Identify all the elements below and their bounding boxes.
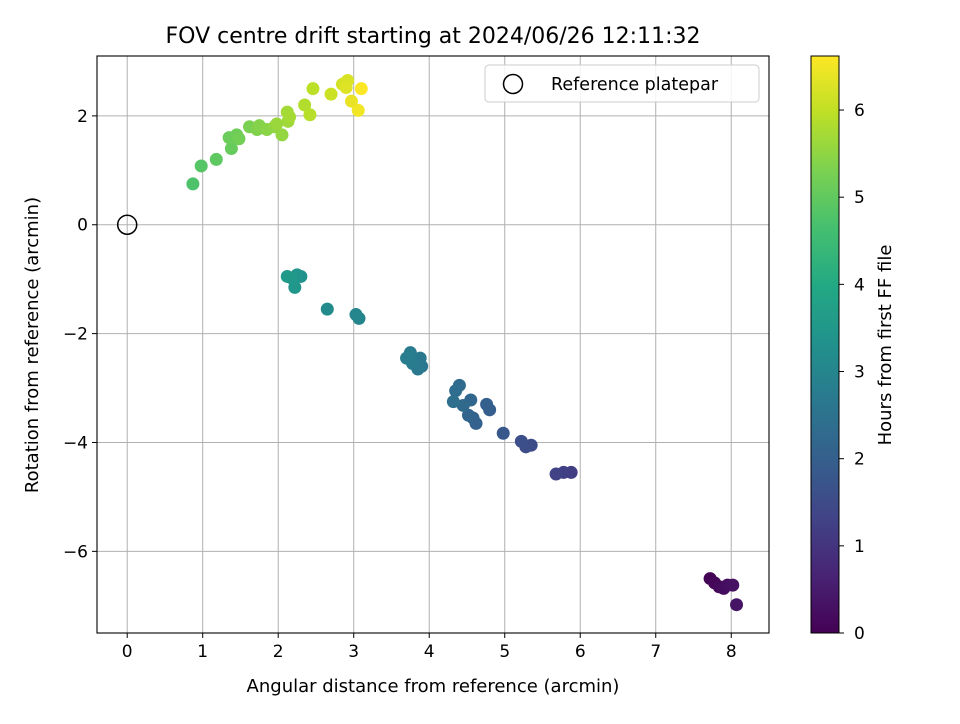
x-tick-label: 6 bbox=[575, 642, 586, 662]
scatter-point bbox=[446, 395, 460, 409]
legend-reference-label: Reference platepar bbox=[551, 75, 719, 95]
scatter-point bbox=[306, 82, 320, 96]
scatter-point bbox=[514, 434, 528, 448]
x-tick-label: 2 bbox=[273, 642, 284, 662]
y-tick-label: 2 bbox=[77, 107, 88, 127]
colorbar-tick-label: 4 bbox=[854, 275, 865, 295]
colorbar-tick-label: 5 bbox=[854, 188, 865, 208]
scatter-point bbox=[186, 177, 200, 191]
scatter-point bbox=[339, 81, 353, 95]
colorbar-tick-label: 1 bbox=[854, 537, 865, 557]
x-tick-label: 8 bbox=[726, 642, 737, 662]
x-axis-ticks: 0 1 2 3 4 5 6 7 8 bbox=[122, 633, 737, 662]
x-tick-label: 5 bbox=[499, 642, 510, 662]
x-tick-label: 1 bbox=[197, 642, 208, 662]
scatter-points bbox=[186, 73, 744, 612]
scatter-point bbox=[449, 384, 463, 398]
legend-box bbox=[484, 64, 760, 103]
x-axis-label: Angular distance from reference (arcmin) bbox=[247, 676, 620, 697]
scatter-point bbox=[320, 302, 334, 316]
y-tick-label: −2 bbox=[63, 325, 88, 345]
scatter-point bbox=[303, 108, 317, 122]
scatter-point bbox=[496, 426, 510, 440]
scatter-point bbox=[298, 98, 312, 112]
scatter-point bbox=[344, 94, 358, 108]
scatter-point bbox=[194, 159, 208, 173]
y-axis-label: Rotation from reference (arcmin) bbox=[22, 197, 43, 493]
scatter-point bbox=[224, 142, 238, 156]
scatter-point bbox=[209, 152, 223, 166]
scatter-point bbox=[461, 408, 475, 422]
legend-reference-icon bbox=[502, 73, 524, 95]
scatter-point bbox=[726, 578, 740, 592]
scatter-point bbox=[349, 308, 363, 322]
reference-platepar-marker bbox=[116, 214, 138, 235]
scatter-point bbox=[324, 87, 338, 101]
plot-frame bbox=[96, 55, 770, 634]
colorbar-label: Hours from first FF file bbox=[875, 245, 896, 446]
legend: Reference platepar bbox=[484, 64, 760, 103]
y-tick-label: 0 bbox=[77, 216, 88, 236]
scatter-point bbox=[480, 397, 494, 411]
scatter-point bbox=[280, 269, 294, 283]
x-tick-label: 7 bbox=[650, 642, 661, 662]
x-tick-label: 0 bbox=[122, 642, 133, 662]
colorbar-tick-label: 0 bbox=[854, 624, 865, 644]
y-tick-label: −4 bbox=[63, 433, 88, 453]
colorbar-ticks: 0 1 2 3 4 5 6 bbox=[839, 101, 865, 644]
y-tick-label: −6 bbox=[63, 542, 88, 562]
scatter-point bbox=[354, 82, 368, 96]
y-axis-ticks: −6 −4 −2 0 2 bbox=[63, 107, 97, 562]
x-tick-label: 4 bbox=[424, 642, 435, 662]
scatter-point bbox=[283, 110, 297, 124]
x-tick-label: 3 bbox=[348, 642, 359, 662]
scatter-point bbox=[270, 117, 284, 131]
scatter-point bbox=[351, 103, 365, 117]
colorbar-tick-label: 6 bbox=[854, 101, 865, 121]
scatter-point bbox=[232, 132, 246, 146]
colorbar-tick-label: 2 bbox=[854, 450, 865, 470]
scatter-point bbox=[400, 351, 414, 365]
colorbar-gradient bbox=[810, 55, 840, 634]
scatter-point bbox=[549, 467, 563, 481]
chart-title: FOV centre drift starting at 2024/06/26 … bbox=[166, 24, 701, 49]
scatter-point bbox=[275, 128, 289, 142]
colorbar-tick-label: 3 bbox=[854, 363, 865, 383]
scatter-point bbox=[730, 598, 744, 612]
scatter-point bbox=[456, 398, 470, 412]
colorbar: 0 1 2 3 4 5 6 Hours from first FF file bbox=[810, 55, 896, 644]
grid-lines bbox=[97, 56, 769, 633]
